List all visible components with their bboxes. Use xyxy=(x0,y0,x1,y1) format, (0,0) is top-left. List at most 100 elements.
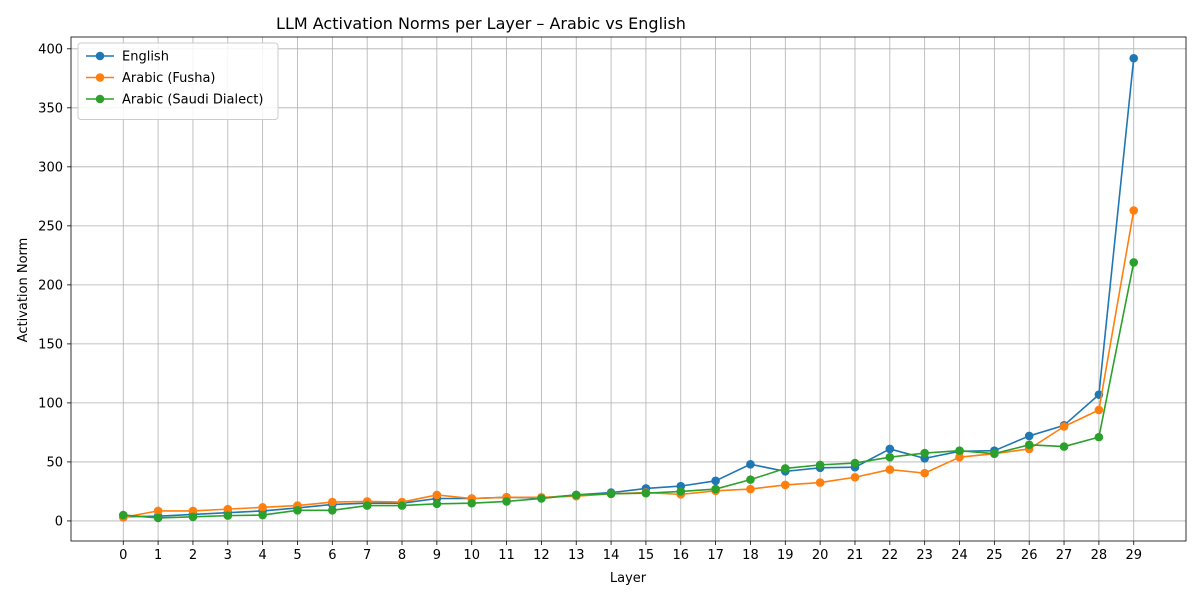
tick-labels: 0 1 2 3 4 5 6 7 8 9 10 11 12 13 14 15 16 17 18 19 20 21 22 23 24… xyxy=(38,42,1142,563)
y-tick-label: 0 xyxy=(55,514,63,529)
y-tick-label: 100 xyxy=(38,396,63,411)
x-tick-label: 19 xyxy=(777,548,794,563)
x-tick-label: 15 xyxy=(638,548,655,563)
y-tick-label: 150 xyxy=(38,337,63,352)
y-tick-label: 300 xyxy=(38,160,63,175)
x-tick-label: 9 xyxy=(433,548,441,563)
x-tick-label: 29 xyxy=(1125,548,1142,563)
y-tick-label: 350 xyxy=(38,101,63,116)
x-tick-label: 24 xyxy=(951,548,968,563)
data-point xyxy=(432,490,442,500)
data-point xyxy=(502,497,511,506)
data-point xyxy=(328,497,337,507)
data-point xyxy=(432,499,442,509)
x-tick-label: 1 xyxy=(154,548,162,563)
data-point xyxy=(258,510,267,520)
data-point xyxy=(606,489,616,499)
data-point xyxy=(1024,431,1034,441)
data-point xyxy=(1059,442,1069,451)
x-tick-label: 18 xyxy=(742,548,759,563)
x-tick-label: 14 xyxy=(603,548,620,563)
y-tick-label: 200 xyxy=(38,278,63,293)
x-tick-label: 5 xyxy=(293,548,301,563)
x-tick-label: 16 xyxy=(672,548,689,563)
x-tick-label: 2 xyxy=(189,548,197,563)
series-line xyxy=(123,262,1135,519)
data-point xyxy=(1094,405,1104,415)
data-point xyxy=(780,464,790,473)
x-axis-label: Layer xyxy=(610,571,647,586)
data-point xyxy=(711,484,720,494)
data-point xyxy=(1129,258,1139,267)
legend-item: Arabic (Saudi Dialect) xyxy=(86,93,263,108)
data-point xyxy=(153,506,163,516)
data-point xyxy=(118,510,128,520)
x-tick-label: 25 xyxy=(986,548,1003,563)
x-tick-label: 21 xyxy=(847,548,864,563)
data-point xyxy=(955,452,964,462)
data-point xyxy=(780,480,790,490)
data-point xyxy=(641,488,651,498)
legend-marker xyxy=(95,94,105,104)
legend: English Arabic (Fusha) Arabic (Saudi Diale… xyxy=(77,42,279,120)
x-tick-label: 27 xyxy=(1056,548,1073,563)
axes xyxy=(67,36,1187,545)
data-point xyxy=(571,490,581,500)
data-point xyxy=(920,468,929,478)
x-tick-label: 13 xyxy=(568,548,585,563)
data-point xyxy=(711,476,720,486)
data-point xyxy=(746,459,755,469)
data-point xyxy=(850,458,860,468)
data-point xyxy=(223,511,233,520)
y-axis-label: Activation Norm xyxy=(16,238,31,343)
data-point xyxy=(188,512,198,522)
x-tick-label: 23 xyxy=(916,548,933,563)
data-point xyxy=(850,472,860,482)
data-point xyxy=(1024,440,1034,450)
data-point xyxy=(1129,53,1139,63)
data-point xyxy=(1059,422,1069,431)
data-point xyxy=(955,446,964,456)
data-point xyxy=(815,460,825,470)
chart-title: LLM Activation Norms per Layer – Arabic … xyxy=(276,14,686,33)
x-tick-label: 10 xyxy=(463,548,480,563)
data-point xyxy=(1094,432,1104,442)
x-tick-label: 12 xyxy=(533,548,550,563)
series-lines xyxy=(118,53,1139,523)
data-point xyxy=(990,449,999,458)
plot-frame xyxy=(70,36,1187,542)
data-point xyxy=(223,504,233,514)
x-tick-label: 3 xyxy=(224,548,232,563)
data-point xyxy=(467,498,477,508)
legend-label: Arabic (Fusha) xyxy=(122,71,215,86)
data-point xyxy=(815,478,825,487)
x-tick-label: 11 xyxy=(498,548,515,563)
data-point xyxy=(746,475,755,484)
data-point xyxy=(885,444,895,454)
x-tick-label: 8 xyxy=(398,548,406,563)
data-point xyxy=(676,487,686,496)
data-point xyxy=(920,448,929,458)
data-point xyxy=(537,494,546,503)
data-point xyxy=(258,503,267,512)
legend-box xyxy=(77,42,279,120)
data-point xyxy=(293,506,302,515)
series-2 xyxy=(118,258,1139,523)
data-point xyxy=(188,506,198,516)
data-point xyxy=(1129,206,1139,215)
data-point xyxy=(362,501,372,510)
x-tick-label: 17 xyxy=(707,548,724,563)
legend-marker xyxy=(95,73,105,82)
legend-marker xyxy=(95,51,105,61)
y-tick-label: 50 xyxy=(46,455,63,470)
data-point xyxy=(885,452,895,462)
legend-item: Arabic (Fusha) xyxy=(86,71,215,86)
x-tick-label: 26 xyxy=(1021,548,1038,563)
x-tick-label: 20 xyxy=(812,548,829,563)
x-tick-label: 22 xyxy=(882,548,899,563)
data-point xyxy=(397,501,407,510)
legend-label: English xyxy=(122,50,169,65)
x-tick-label: 28 xyxy=(1091,548,1108,563)
x-tick-label: 6 xyxy=(328,548,336,563)
